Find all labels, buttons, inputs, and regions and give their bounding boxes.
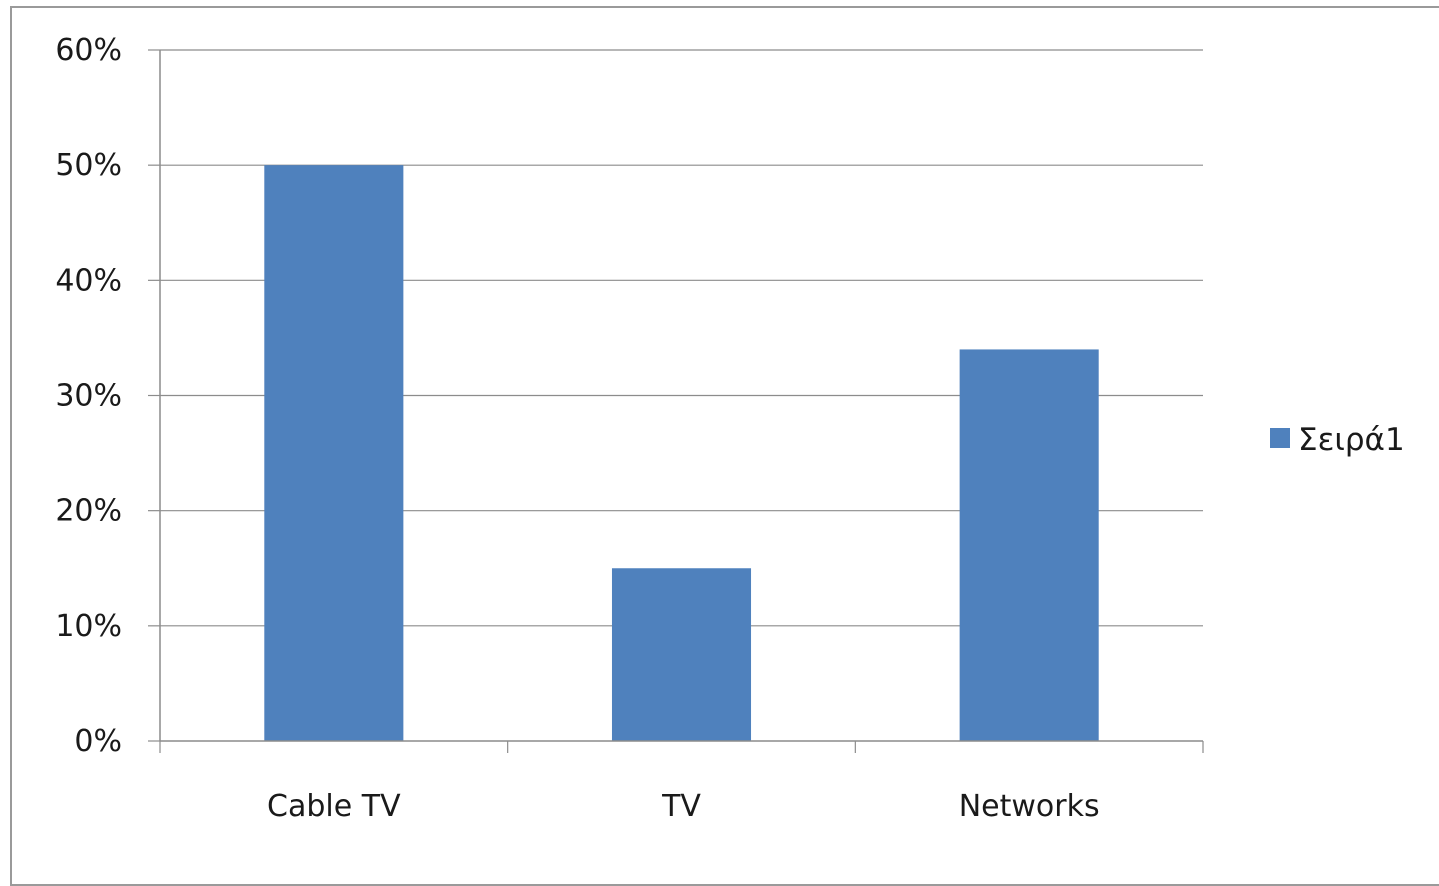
y-tick-label: 10% [55,609,122,644]
y-tick-label: 20% [55,494,122,529]
legend: Σειρά1 [1270,422,1405,458]
y-tick-label: 40% [55,263,122,298]
bar-networks [959,349,1099,741]
bar-chart: 0%10%20%30%40%50%60% Cable TV TV Networks … [55,33,1405,824]
legend-label: Σειρά1 [1298,422,1405,458]
y-tick-label: 30% [55,379,122,414]
x-tick-label: TV [661,789,701,824]
y-tick-label: 50% [55,148,122,183]
y-tick-label: 60% [55,33,122,68]
y-tick-label: 0% [74,724,122,759]
bar-tv [611,568,752,741]
x-tick-label: Cable TV [267,789,401,824]
axes [148,49,1204,753]
bar-cable-tv [264,165,404,741]
bars [264,165,1099,741]
x-tick-label: Networks [959,789,1100,824]
legend-swatch [1270,428,1290,448]
x-tick-labels: Cable TV TV Networks [267,789,1100,824]
y-tick-labels: 0% 10% 20% 30% 40% 50% 60% [55,33,122,759]
